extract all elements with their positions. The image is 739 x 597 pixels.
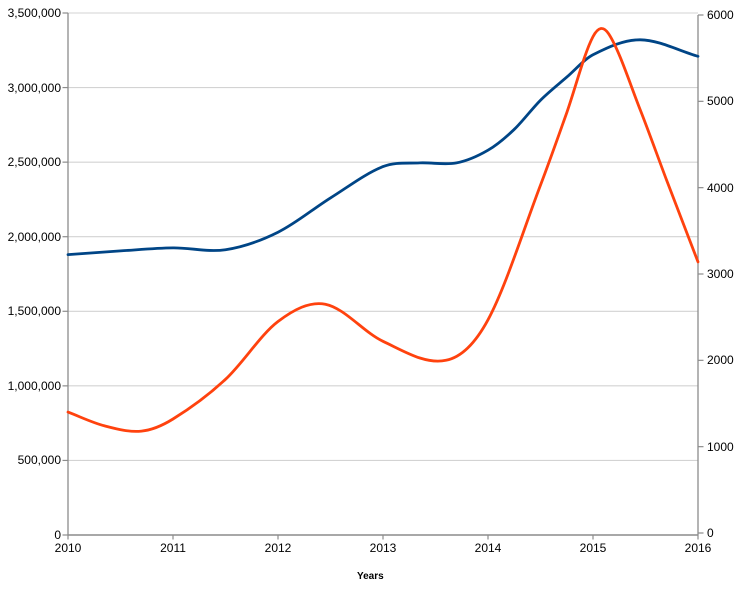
left-axis-tick-label: 1,000,000 [7, 378, 61, 393]
red-series-line [66, 27, 700, 433]
x-axis-tick-label: 2011 [160, 541, 186, 555]
left-axis-tick-label: 3,000,000 [7, 80, 61, 95]
x-axis-title: Years [357, 571, 384, 582]
x-axis-tick-label: 2010 [54, 541, 82, 555]
left-axis-tick-label: 2,500,000 [7, 155, 61, 170]
left-axis-tick-label: 3,500,000 [7, 6, 61, 20]
right-axis-tick-label: 3000 [707, 267, 734, 281]
x-axis-tick-label: 2015 [579, 541, 607, 555]
right-axis-tick-label: 2000 [707, 353, 734, 368]
x-axis-tick-label: 2014 [474, 541, 502, 555]
left-axis-tick-label: 1,500,000 [7, 304, 61, 319]
left-axis-tick-label: 2,000,000 [7, 229, 61, 244]
x-axis-tick-label: 2016 [684, 541, 712, 555]
right-axis-tick-label: 0 [707, 526, 714, 540]
x-axis-tick-label: 2013 [369, 541, 397, 555]
blue-series-line [66, 38, 700, 256]
x-axis-tick-label: 2012 [264, 541, 292, 555]
left-axis-tick-label: 0 [54, 528, 61, 542]
right-axis-tick-label: 6000 [707, 8, 734, 22]
right-axis-tick-label: 5000 [707, 94, 734, 109]
right-axis-tick-label: 1000 [707, 439, 734, 454]
right-axis-tick-label: 4000 [707, 180, 734, 195]
left-axis-tick-label: 500,000 [17, 453, 61, 468]
